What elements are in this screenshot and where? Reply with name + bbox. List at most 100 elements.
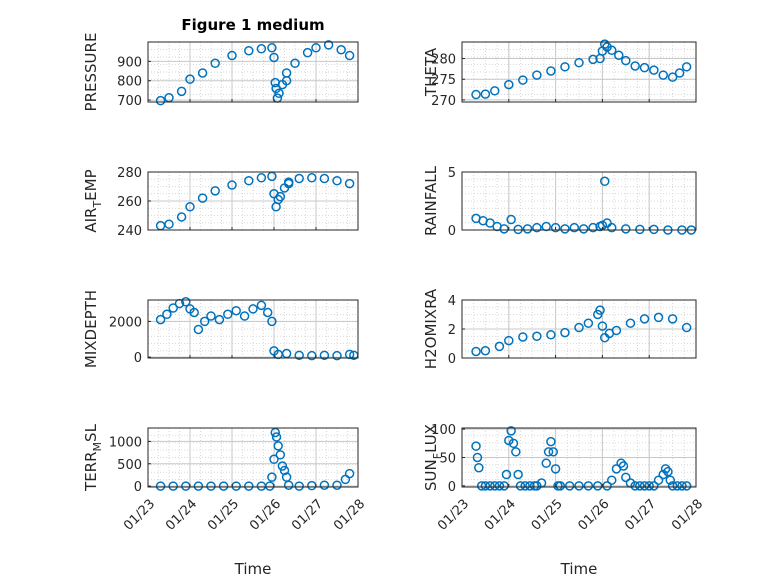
x-tick-label: 01/23 <box>435 497 472 534</box>
data-point <box>635 224 645 235</box>
y-tick-label: 260 <box>117 195 142 210</box>
data-point <box>630 481 640 491</box>
data-point <box>471 346 481 357</box>
data-point <box>625 318 636 328</box>
y-axis-label: H2OMIXRA <box>422 288 440 369</box>
data-point <box>185 202 195 212</box>
data-point <box>193 481 204 491</box>
panel-air-temp: 240 260 280 AIRTEMP <box>82 166 359 239</box>
y-tick-label: 50 <box>439 452 456 467</box>
data-point <box>332 175 342 186</box>
axes-frame <box>461 41 697 103</box>
data-point <box>185 74 195 84</box>
x-tick-label: 01/23 <box>121 497 158 534</box>
data-point <box>155 481 166 491</box>
y-axis-label: RAINFALL <box>422 165 440 236</box>
data-point <box>653 312 664 323</box>
data-point <box>319 350 330 361</box>
data-point <box>490 481 500 491</box>
data-point <box>197 68 208 78</box>
data-point <box>522 224 533 234</box>
data-point <box>323 40 334 50</box>
data-point <box>504 79 514 90</box>
data-point <box>267 472 277 482</box>
data-point <box>162 309 172 320</box>
data-point <box>588 222 598 233</box>
data-point <box>210 58 220 69</box>
data-point <box>244 175 254 186</box>
data-point <box>550 464 561 474</box>
x-tick-label: 01/28 <box>331 497 368 534</box>
data-point <box>267 43 277 53</box>
data-point <box>560 327 570 338</box>
data-point <box>223 309 233 320</box>
data-point <box>474 462 484 473</box>
data-point <box>667 314 678 324</box>
y-tick-label: 275 <box>431 73 456 88</box>
data-point <box>290 58 300 69</box>
data-point <box>256 300 267 311</box>
axes-frame <box>461 171 697 231</box>
data-point <box>480 481 491 491</box>
x-tick-label: 01/28 <box>669 497 706 534</box>
data-point <box>332 480 342 490</box>
data-point <box>294 481 304 491</box>
panel-rainfall: 0 5 RAINFALL <box>422 165 697 239</box>
data-point <box>283 480 294 490</box>
data-point <box>546 436 556 447</box>
data-point <box>546 330 556 340</box>
y-tick-label: 270 <box>431 94 456 109</box>
panel-mixdepth: 0 2000 MIXDEPTH <box>82 290 359 368</box>
y-tick-label: 0 <box>448 480 456 495</box>
data-point <box>336 44 346 55</box>
data-point <box>543 447 554 457</box>
panel-pressure: 700 800 900 PRESSURE Figure 1 medium <box>82 16 359 111</box>
data-point <box>560 62 570 72</box>
data-point <box>176 86 187 97</box>
data-point <box>578 224 589 234</box>
data-point <box>658 70 668 80</box>
data-point <box>244 481 254 491</box>
y-tick-label: 0 <box>448 224 456 239</box>
data-point <box>302 47 313 58</box>
data-point <box>506 214 516 225</box>
data-point <box>294 350 304 361</box>
data-point <box>210 186 220 196</box>
data-point <box>501 469 512 480</box>
data-point <box>574 57 584 68</box>
data-point <box>480 89 491 99</box>
data-point <box>494 481 505 491</box>
data-point <box>164 219 174 229</box>
data-point <box>658 469 668 480</box>
data-point <box>588 54 598 65</box>
data-point <box>546 66 556 76</box>
panel-terr-msl: 0 500 1000 01/23 01/24 01/25 01/26 01/27 01/28 TE… <box>82 423 368 578</box>
x-tick-label: 01/26 <box>247 497 284 534</box>
data-point <box>471 89 481 100</box>
data-point <box>616 458 626 468</box>
data-point <box>168 481 178 491</box>
data-point <box>597 321 608 331</box>
panel-h2omixra: 0 2 4 H2OMIXRA <box>422 288 697 369</box>
data-point <box>472 452 483 463</box>
data-point <box>560 224 570 234</box>
panel-sun-flux: 0 50 100 01/23 01/24 01/25 01/26 01/27 01/28 SUNF… <box>422 423 706 578</box>
y-tick-label: 280 <box>431 53 456 68</box>
data-point <box>525 481 535 491</box>
data-point <box>681 481 692 491</box>
data-point <box>227 180 237 190</box>
y-tick-label: 5 <box>448 166 456 181</box>
data-point <box>569 222 580 233</box>
data-point <box>532 70 542 80</box>
data-point <box>518 332 528 342</box>
data-point <box>206 311 216 321</box>
data-point <box>274 88 284 99</box>
y-tick-label: 0 <box>134 480 142 495</box>
x-tick-label: 01/25 <box>529 497 566 534</box>
data-point <box>189 307 199 318</box>
data-point <box>672 481 683 491</box>
y-tick-label: 0 <box>448 352 456 367</box>
data-point <box>504 435 514 446</box>
data-point <box>239 311 250 321</box>
data-point <box>181 297 191 307</box>
